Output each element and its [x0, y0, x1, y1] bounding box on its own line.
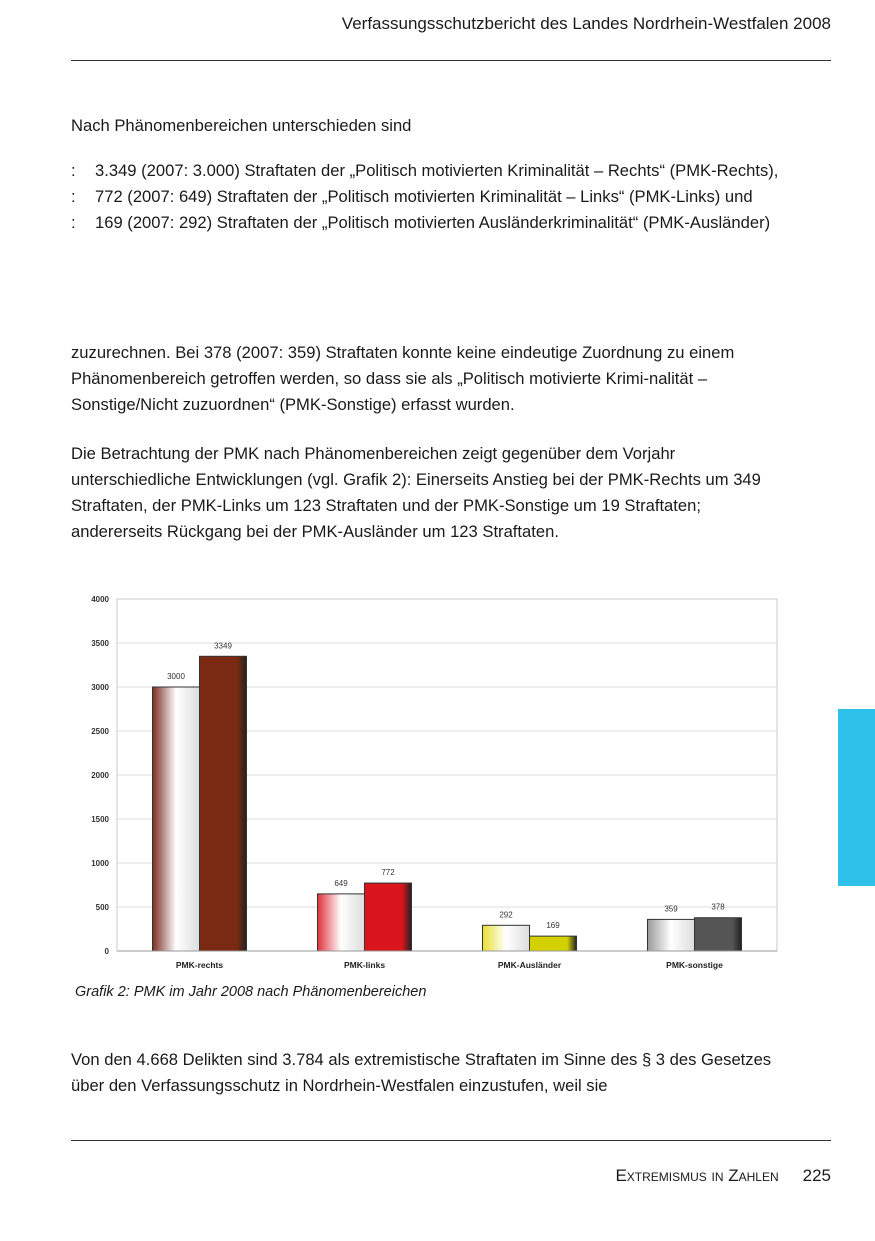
footer: Extremismus in Zahlen 225	[615, 1166, 831, 1186]
page-number: 225	[802, 1166, 831, 1185]
data-label: 3349	[214, 641, 232, 650]
paragraph: Die Betrachtung der PMK nach Phänomenber…	[71, 444, 761, 541]
data-label: 649	[334, 879, 348, 888]
x-tick-label: PMK-rechts	[176, 960, 224, 970]
y-tick-label: 3500	[91, 639, 109, 648]
list-item: :3.349 (2007: 3.000) Straftaten der „Pol…	[71, 161, 779, 180]
x-tick-label: PMK-sonstige	[666, 960, 723, 970]
bar	[317, 893, 365, 952]
bar	[482, 924, 530, 952]
paragraph: Von den 4.668 Delikten sind 3.784 als ex…	[71, 1050, 772, 1095]
data-label: 169	[546, 921, 560, 930]
bar	[199, 655, 247, 952]
y-tick-label: 2500	[91, 727, 109, 736]
paragraph: zuzurechnen. Bei 378 (2007: 359) Strafta…	[71, 343, 735, 414]
data-label: 378	[711, 903, 725, 912]
data-label: 772	[381, 868, 395, 877]
y-tick-label: 0	[105, 947, 110, 956]
bar	[364, 882, 412, 952]
intro-text: Nach Phänomenbereichen unterschieden sin…	[71, 116, 412, 135]
x-tick-label: PMK-links	[344, 960, 385, 970]
y-tick-label: 500	[96, 903, 110, 912]
y-tick-label: 4000	[91, 595, 109, 604]
header-rule	[71, 60, 831, 61]
data-label: 3000	[167, 672, 185, 681]
bar	[647, 918, 695, 952]
bullet-list: :3.349 (2007: 3.000) Straftaten der „Pol…	[71, 158, 791, 236]
list-item: :772 (2007: 649) Straftaten der „Politis…	[71, 187, 753, 206]
running-header: Verfassungsschutzbericht des Landes Nord…	[341, 14, 831, 33]
bar	[152, 686, 200, 952]
y-tick-label: 1500	[91, 815, 109, 824]
y-tick-label: 1000	[91, 859, 109, 868]
footer-section: Extremismus in Zahlen	[615, 1166, 779, 1185]
data-label: 359	[664, 904, 678, 913]
y-tick-label: 3000	[91, 683, 109, 692]
y-tick-label: 2000	[91, 771, 109, 780]
bar	[529, 935, 577, 952]
list-item: :169 (2007: 292) Straftaten der „Politis…	[71, 213, 771, 232]
figure-caption: Grafik 2: PMK im Jahr 2008 nach Phänomen…	[75, 984, 427, 1000]
data-label: 292	[499, 910, 513, 919]
x-tick-label: PMK-Ausländer	[498, 960, 562, 970]
footer-rule	[71, 1140, 831, 1141]
bar	[694, 917, 742, 952]
section-tab	[838, 709, 875, 886]
